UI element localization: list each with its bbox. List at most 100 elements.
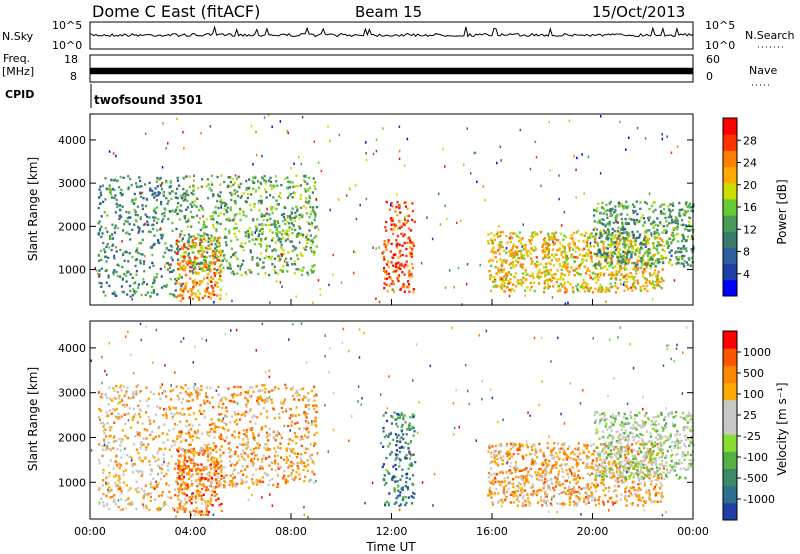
- echo-cell: [117, 416, 120, 419]
- echo-cell: [157, 218, 160, 221]
- echo-cell: [500, 264, 503, 267]
- echo-cell: [609, 273, 613, 277]
- echo-cell: [634, 287, 637, 290]
- echo-cell: [613, 236, 616, 239]
- echo-cell: [623, 261, 626, 264]
- echo-cell: [198, 252, 201, 255]
- echo-cell: [101, 184, 105, 187]
- echo-cell: [594, 238, 597, 241]
- echo-cell: [270, 461, 273, 464]
- echo-cell: [505, 442, 509, 446]
- echo-cell: [559, 264, 562, 268]
- echo-cell: [254, 225, 257, 228]
- echo-cell: [400, 436, 403, 439]
- echo-cell: [276, 272, 279, 275]
- echo-cell: [409, 415, 412, 419]
- echo-cell: [246, 465, 249, 468]
- echo-cell: [206, 263, 209, 266]
- echo-cell: [648, 467, 651, 471]
- echo-cell: [532, 281, 536, 284]
- echo-cell: [314, 181, 317, 184]
- echo-cell: [246, 398, 249, 401]
- echo-cell: [195, 507, 198, 510]
- echo-cell: [580, 284, 583, 287]
- echo-cell: [287, 458, 290, 461]
- echo-cell: [158, 392, 161, 396]
- echo-cell: [645, 242, 648, 246]
- echo-cell: [251, 386, 254, 389]
- echo-cell: [131, 276, 134, 280]
- echo-cell: [209, 502, 212, 506]
- echo-cell: [544, 286, 547, 289]
- echo-cell: [192, 450, 195, 453]
- echo-cell: [646, 289, 649, 293]
- echo-cell: [174, 192, 177, 195]
- echo-cell: [173, 467, 176, 470]
- echo-cell: [151, 430, 154, 433]
- echo-cell: [372, 246, 374, 249]
- echo-cell: [615, 220, 618, 224]
- echo-cell: [585, 282, 588, 285]
- echo-cell: [394, 463, 397, 467]
- echo-cell: [509, 235, 512, 238]
- echo-cell: [503, 480, 507, 483]
- echo-cell: [252, 436, 255, 440]
- echo-cell: [314, 423, 317, 427]
- echo-cell: [291, 413, 294, 417]
- echo-cell: [155, 221, 159, 225]
- echo-cell: [150, 291, 153, 294]
- echo-cell: [559, 289, 562, 292]
- echo-cell: [553, 236, 556, 239]
- echo-cell: [287, 442, 290, 446]
- echo-cell: [279, 255, 282, 258]
- echo-cell: [581, 261, 584, 264]
- echo-cell: [188, 296, 192, 299]
- echo-cell: [619, 205, 622, 208]
- echo-cell: [656, 236, 659, 239]
- echo-cell: [265, 457, 268, 460]
- echo-cell: [524, 268, 527, 272]
- echo-cell: [235, 213, 238, 216]
- echo-cell: [129, 273, 132, 276]
- echo-cell: [201, 245, 204, 248]
- echo-cell: [214, 242, 217, 246]
- echo-cell: [556, 259, 559, 263]
- echo-cell: [398, 457, 401, 461]
- echo-cell: [623, 275, 626, 278]
- echo-cell: [463, 163, 465, 167]
- echo-cell: [120, 389, 123, 392]
- echo-cell: [222, 254, 225, 257]
- echo-cell: [108, 246, 110, 249]
- echo-cell: [221, 420, 224, 424]
- echo-cell: [115, 415, 118, 418]
- echo-cell: [112, 467, 115, 470]
- echo-cell: [684, 247, 688, 250]
- echo-cell: [490, 232, 493, 235]
- echo-cell: [573, 269, 576, 272]
- echo-cell: [101, 484, 104, 487]
- echo-cell: [158, 191, 161, 195]
- echo-cell: [265, 190, 268, 194]
- echo-cell: [395, 456, 398, 460]
- echo-cell: [117, 412, 120, 416]
- station-title: Dome C East (fitACF): [92, 2, 260, 21]
- echo-cell: [164, 407, 168, 411]
- echo-cell: [240, 452, 243, 456]
- echo-cell: [272, 407, 275, 410]
- echo-cell: [275, 226, 279, 230]
- echo-cell: [299, 453, 302, 456]
- echo-cell: [442, 147, 444, 151]
- echo-cell: [487, 242, 490, 245]
- echo-cell: [296, 233, 299, 236]
- echo-cell: [151, 223, 154, 227]
- echo-cell: [402, 433, 405, 436]
- echo-cell: [187, 259, 190, 263]
- echo-cell: [523, 482, 526, 485]
- echo-cell: [305, 238, 308, 242]
- echo-cell: [279, 240, 282, 244]
- echo-cell: [519, 238, 522, 242]
- echo-cell: [291, 196, 294, 199]
- echo-cell: [394, 480, 397, 483]
- echo-cell: [633, 275, 636, 279]
- echo-cell: [651, 258, 654, 261]
